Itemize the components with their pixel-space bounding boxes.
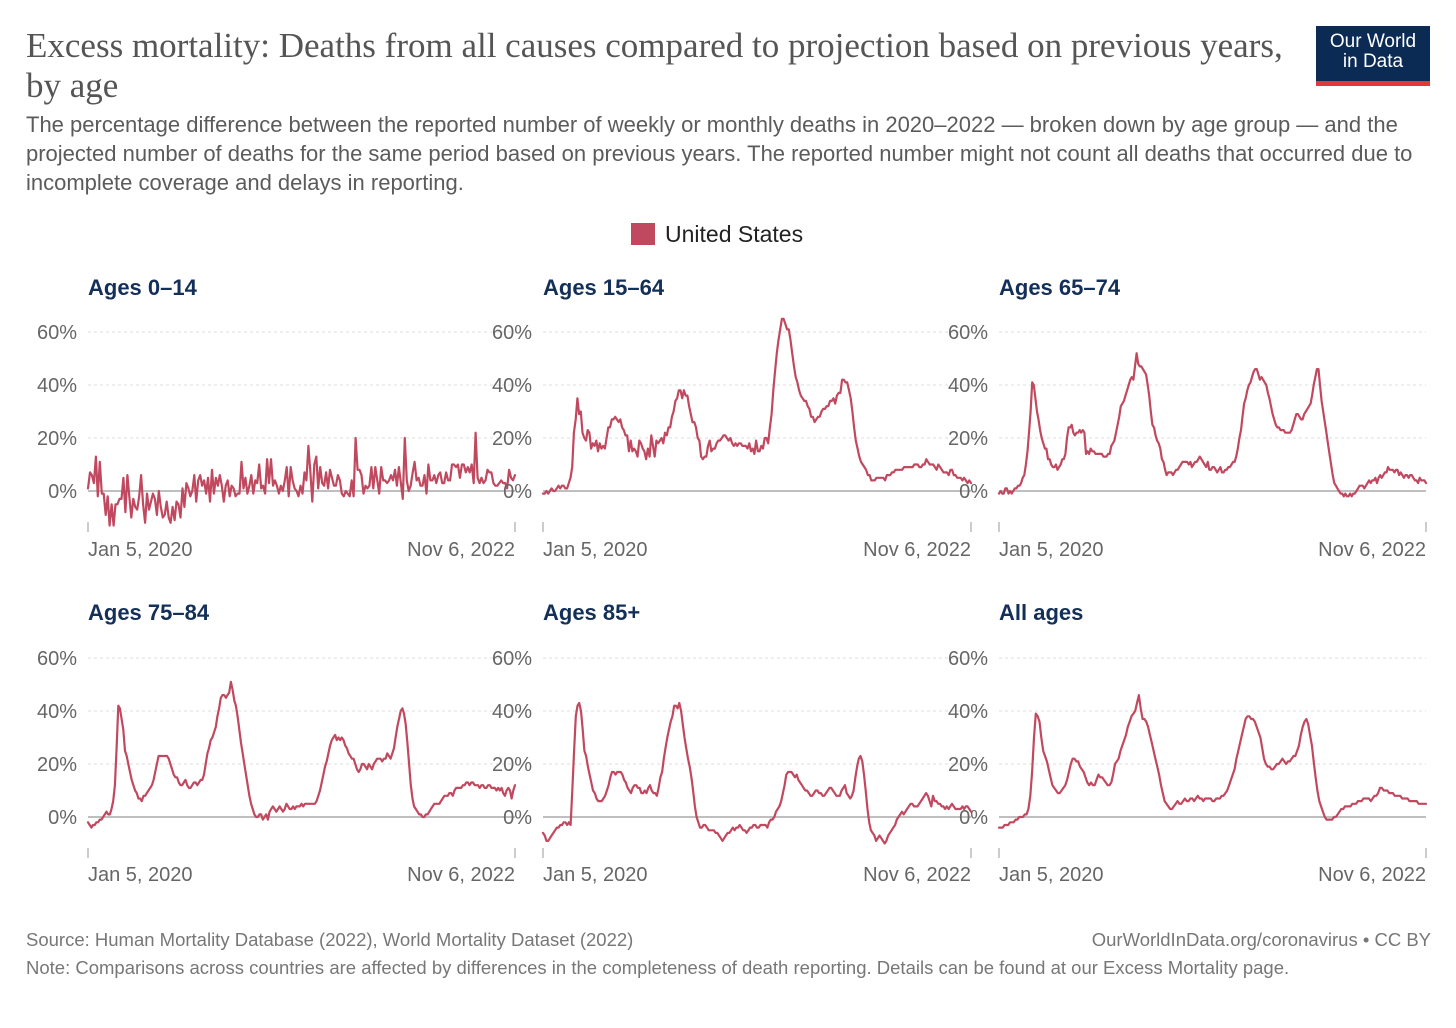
- logo-accent-bar: [1316, 81, 1430, 86]
- small-multiples-chart[interactable]: Ages 0–14 0% 20% 40% 60% Jan 5, 2020 Nov 6, 20…: [0, 260, 1456, 920]
- legend-label: United States: [665, 220, 804, 247]
- y-tick-label: 60%: [37, 322, 77, 344]
- x-tick-label: Jan 5, 2020: [88, 864, 193, 886]
- chart-title: Excess mortality: Deaths from all causes…: [26, 26, 1283, 105]
- x-tick-label: Jan 5, 2020: [88, 539, 193, 561]
- x-tick-label: Nov 6, 2022: [1318, 864, 1426, 886]
- series-line-united-states: [997, 352, 1428, 498]
- y-tick-label: 60%: [492, 648, 532, 670]
- panel-title: Ages 15–64: [543, 275, 665, 300]
- x-tick-label: Nov 6, 2022: [863, 539, 971, 561]
- logo-line-2: in Data: [1342, 51, 1404, 72]
- y-tick-label: 60%: [948, 648, 988, 670]
- panel-title: All ages: [999, 600, 1083, 625]
- y-tick-label: 0%: [959, 481, 988, 503]
- series-line-united-states: [541, 701, 973, 845]
- y-tick-label: 0%: [48, 807, 77, 829]
- x-tick-label: Jan 5, 2020: [999, 539, 1104, 561]
- y-tick-label: 0%: [503, 807, 532, 829]
- y-tick-label: 0%: [959, 807, 988, 829]
- panel-title: Ages 85+: [543, 600, 640, 625]
- owid-logo[interactable]: Our World in Data: [1316, 26, 1430, 86]
- x-tick-label: Jan 5, 2020: [543, 864, 648, 886]
- y-tick-label: 0%: [503, 481, 532, 503]
- footer: Source: Human Mortality Database (2022),…: [26, 929, 1431, 979]
- credit-text[interactable]: OurWorldInData.org/coronavirus • CC BY: [1091, 929, 1431, 950]
- x-tick-label: Nov 6, 2022: [407, 864, 515, 886]
- x-tick-label: Nov 6, 2022: [407, 539, 515, 561]
- y-tick-label: 40%: [492, 701, 532, 723]
- y-tick-label: 20%: [37, 754, 77, 776]
- y-tick-label: 40%: [37, 701, 77, 723]
- x-tick-label: Nov 6, 2022: [863, 864, 971, 886]
- y-tick-label: 40%: [37, 375, 77, 397]
- logo-line-1: Our World: [1329, 31, 1417, 52]
- y-tick-label: 40%: [948, 701, 988, 723]
- y-tick-label: 40%: [948, 375, 988, 397]
- series-line-united-states: [541, 317, 973, 495]
- x-tick-label: Nov 6, 2022: [1318, 539, 1426, 561]
- y-tick-label: 20%: [948, 428, 988, 450]
- panel-title: Ages 65–74: [999, 275, 1121, 300]
- note-text: Note: Comparisons across countries are a…: [26, 957, 1290, 978]
- y-tick-label: 60%: [948, 322, 988, 344]
- y-tick-label: 60%: [492, 322, 532, 344]
- series-line-united-states: [86, 680, 517, 829]
- source-text[interactable]: Source: Human Mortality Database (2022),…: [26, 929, 634, 950]
- y-tick-label: 20%: [948, 754, 988, 776]
- panel-title: Ages 75–84: [88, 600, 210, 625]
- y-tick-label: 20%: [492, 754, 532, 776]
- chart-subtitle: The percentage difference between the re…: [26, 112, 1413, 195]
- y-tick-label: 40%: [492, 375, 532, 397]
- legend-swatch: [631, 223, 655, 245]
- y-tick-label: 20%: [37, 428, 77, 450]
- x-tick-label: Jan 5, 2020: [999, 864, 1104, 886]
- series-line-united-states: [86, 431, 517, 527]
- panel-title: Ages 0–14: [88, 275, 198, 300]
- y-tick-label: 0%: [48, 481, 77, 503]
- legend[interactable]: United States: [631, 219, 803, 249]
- y-tick-label: 20%: [492, 428, 532, 450]
- x-tick-label: Jan 5, 2020: [543, 539, 648, 561]
- y-tick-label: 60%: [37, 648, 77, 670]
- series-line-united-states: [997, 693, 1428, 829]
